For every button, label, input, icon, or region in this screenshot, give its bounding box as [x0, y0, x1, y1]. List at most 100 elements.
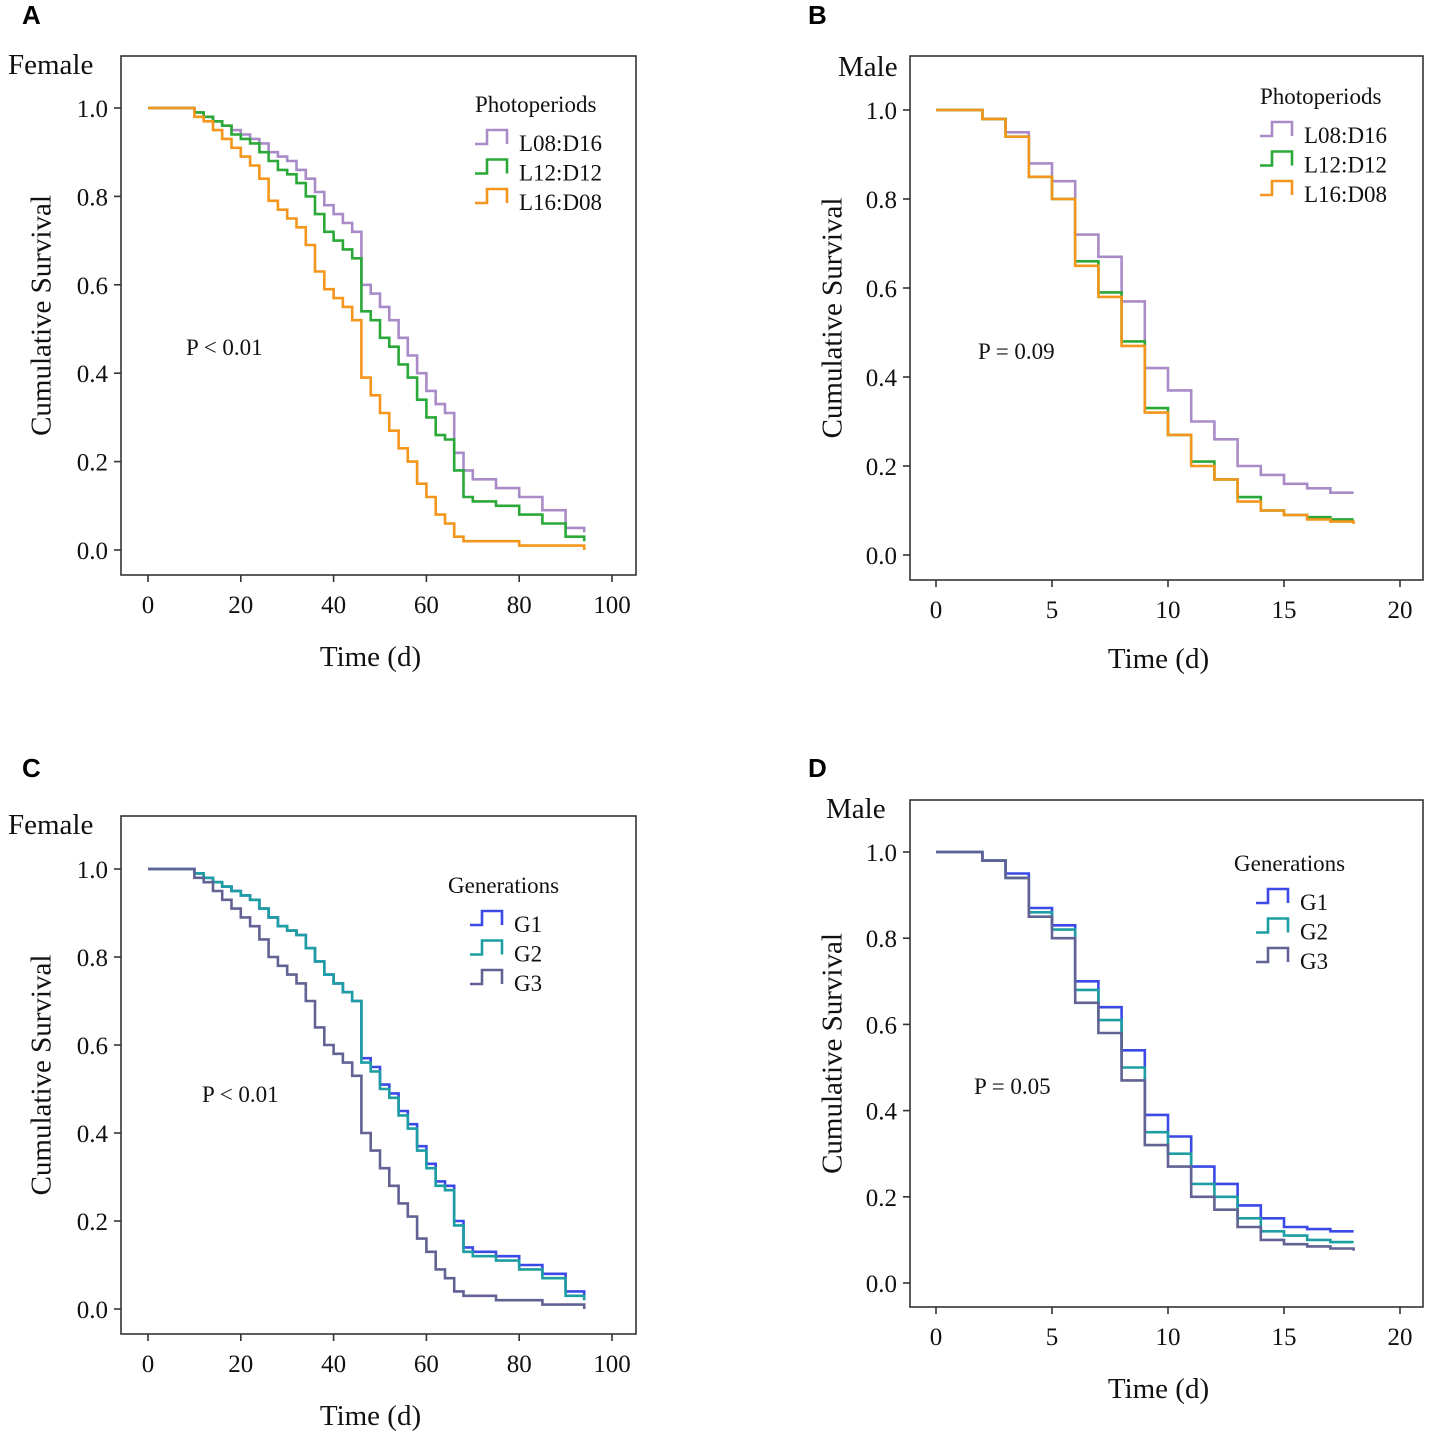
y-tick-label: 0.6 [866, 276, 897, 303]
x-tick-label: 0 [930, 1324, 943, 1351]
legend-swatch [475, 187, 509, 205]
x-tick-label: 20 [228, 592, 253, 619]
series-line-g3 [148, 867, 586, 1309]
legend-title: Generations [448, 873, 559, 898]
panel-subtitle: Female [8, 809, 93, 841]
y-tick-label: 0.8 [77, 184, 108, 211]
x-tick-label: 40 [321, 1351, 346, 1378]
y-tick-label: 0.4 [866, 365, 898, 392]
y-tick-label: 0.2 [866, 1185, 897, 1212]
legend-label: L16:D08 [1304, 182, 1387, 207]
y-tick-label: 0.6 [866, 1012, 897, 1039]
x-tick-label: 60 [414, 592, 439, 619]
y-tick-label: 0.6 [77, 273, 108, 300]
y-tick-label: 0.2 [866, 454, 897, 481]
legend-label: G1 [1300, 890, 1328, 915]
plot-frame [909, 799, 1424, 1308]
x-axis-label: Time (d) [320, 641, 421, 673]
legend-swatch [1256, 887, 1290, 905]
x-tick-label: 80 [507, 1351, 532, 1378]
p-value-annotation: P < 0.01 [186, 335, 263, 360]
legend-swatch [1256, 946, 1290, 964]
panel-A: A Female 0.0 0.2 0.4 0.6 0.8 1.0 0 20 40 60 80 100 Tim… [8, 0, 637, 673]
y-tick-label: 1.0 [77, 857, 108, 884]
series-line-l16-d08 [936, 108, 1355, 524]
x-tick-label: 40 [321, 592, 346, 619]
panel-label: C [22, 753, 41, 783]
x-tick-label: 20 [228, 1351, 253, 1378]
x-tick-label: 5 [1046, 1324, 1059, 1351]
legend-label: L16:D08 [519, 190, 602, 215]
y-axis-label: Cumulative Survival [26, 955, 58, 1196]
y-tick-label: 0.8 [77, 945, 108, 972]
x-tick-label: 10 [1156, 1324, 1181, 1351]
series-line-l16-d08 [148, 106, 586, 550]
y-tick-label: 0.2 [77, 1209, 108, 1236]
legend-label: L08:D16 [519, 131, 602, 156]
legend-label: G1 [514, 912, 542, 937]
legend-label: L08:D16 [1304, 123, 1387, 148]
plot-frame [909, 55, 1424, 581]
legend-title: Photoperiods [475, 92, 596, 117]
panel-label: B [808, 0, 827, 30]
y-tick-label: 0.0 [77, 538, 108, 565]
x-axis-label: Time (d) [320, 1400, 421, 1432]
y-tick-label: 0.8 [866, 187, 897, 214]
x-tick-label: 100 [593, 592, 631, 619]
legend-title: Photoperiods [1260, 84, 1381, 109]
panel-label: D [808, 753, 827, 783]
x-tick-label: 5 [1046, 597, 1059, 624]
p-value-annotation: P = 0.09 [978, 339, 1055, 364]
legend-label: G2 [514, 942, 542, 967]
x-tick-label: 20 [1388, 1324, 1413, 1351]
x-tick-label: 100 [593, 1351, 631, 1378]
panel-subtitle: Male [826, 793, 886, 825]
y-axis-label: Cumulative Survival [817, 933, 849, 1174]
series-line-l08-d16 [936, 108, 1354, 494]
legend-title: Generations [1234, 851, 1345, 876]
panel-subtitle: Female [8, 49, 93, 81]
legend-label: L12:D12 [519, 161, 602, 186]
series-line-g1 [936, 850, 1354, 1233]
series-line-l12-d12 [148, 106, 586, 542]
y-tick-label: 0.4 [77, 1121, 109, 1148]
y-tick-label: 0.0 [77, 1297, 108, 1324]
panel-label: A [22, 0, 41, 30]
legend-label: G3 [1300, 949, 1328, 974]
legend-swatch [1260, 179, 1294, 197]
y-tick-label: 0.0 [866, 543, 897, 570]
y-tick-label: 0.6 [77, 1033, 108, 1060]
panel-subtitle: Male [838, 51, 898, 83]
p-value-annotation: P < 0.01 [202, 1082, 279, 1107]
x-tick-label: 0 [142, 592, 155, 619]
legend-label: G3 [514, 971, 542, 996]
legend-swatch [475, 158, 509, 175]
y-tick-label: 1.0 [77, 96, 108, 123]
x-tick-label: 60 [414, 1351, 439, 1378]
x-tick-label: 15 [1272, 597, 1297, 624]
x-tick-label: 20 [1388, 597, 1413, 624]
y-tick-label: 1.0 [866, 98, 897, 125]
legend-swatch [475, 128, 509, 146]
y-tick-label: 0.4 [866, 1099, 898, 1126]
x-axis-label: Time (d) [1108, 643, 1209, 675]
x-tick-label: 0 [930, 597, 943, 624]
y-tick-label: 0.4 [77, 361, 109, 388]
x-tick-label: 15 [1272, 1324, 1297, 1351]
plot-frame [120, 815, 637, 1335]
plot-frame [120, 55, 637, 576]
legend-swatch [470, 939, 504, 956]
y-tick-label: 0.0 [866, 1271, 897, 1298]
legend-label: G2 [1300, 920, 1328, 945]
x-axis-label: Time (d) [1108, 1373, 1209, 1405]
series-line-g2 [148, 867, 586, 1301]
legend-swatch [1260, 150, 1294, 167]
legend-label: L12:D12 [1304, 153, 1387, 178]
legend-swatch [1256, 917, 1290, 934]
x-tick-label: 10 [1156, 597, 1181, 624]
y-tick-label: 1.0 [866, 840, 897, 867]
legend-swatch [470, 909, 504, 927]
y-axis-label: Cumulative Survival [817, 198, 849, 439]
x-tick-label: 0 [142, 1351, 155, 1378]
